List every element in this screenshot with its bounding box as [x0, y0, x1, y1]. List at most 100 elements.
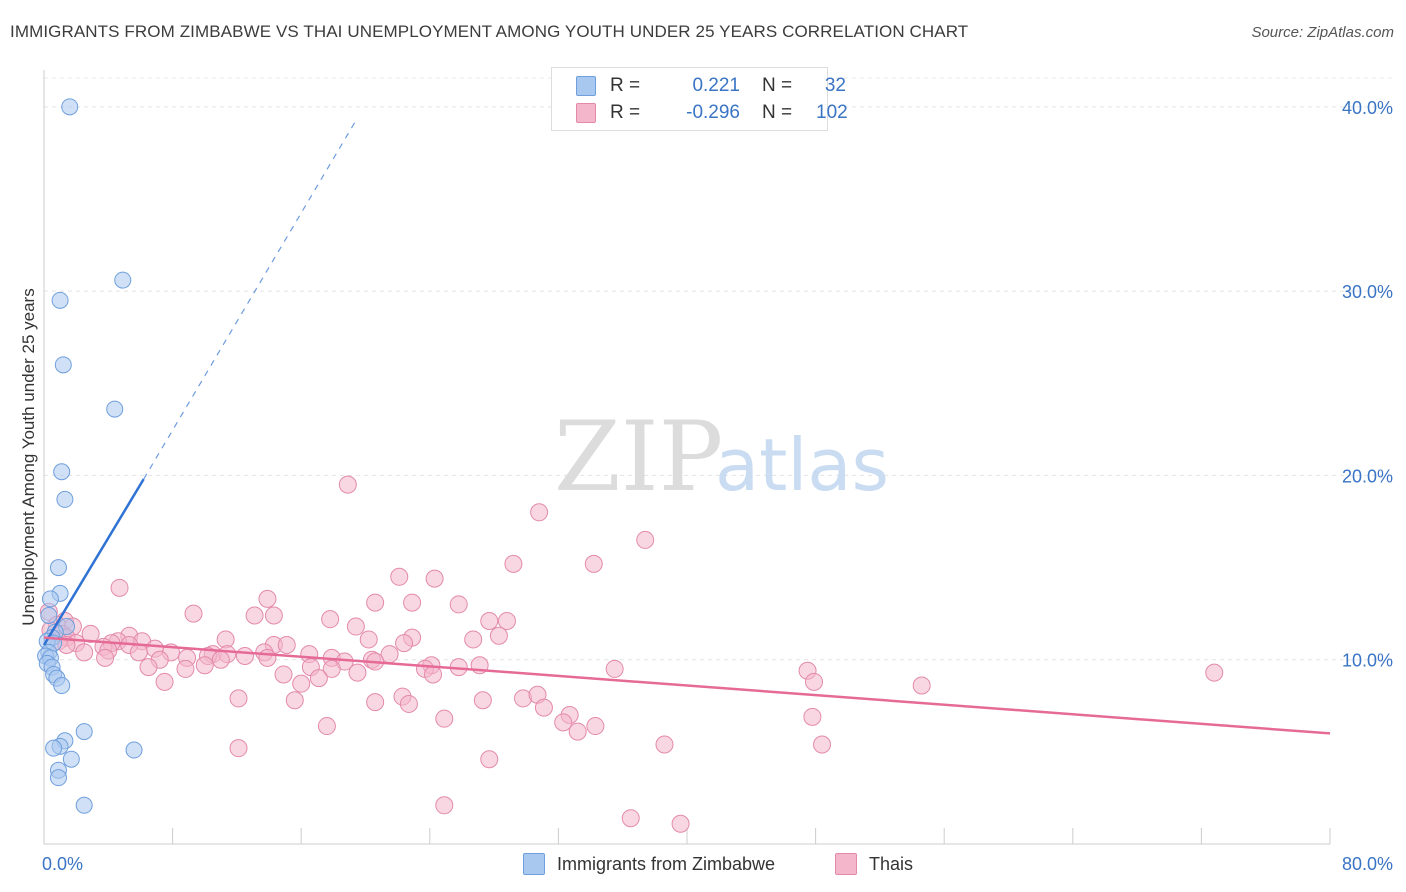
thai-point — [264, 606, 283, 625]
thai-point — [803, 707, 822, 726]
thai-point — [359, 630, 378, 649]
thai-point — [258, 589, 277, 608]
legend-r-label: R = — [610, 102, 641, 123]
thai-point — [322, 659, 341, 678]
axes — [43, 70, 1331, 845]
thai-point — [435, 796, 454, 815]
thai-point — [813, 735, 832, 754]
x-tick-label-min: 0.0% — [42, 854, 83, 874]
zimbabwe-point — [114, 271, 132, 289]
thai-point — [473, 691, 492, 710]
thai-point — [671, 814, 690, 833]
zimbabwe-point — [54, 356, 72, 374]
legend-row-zimbabwe: R = 0.221 N = 32 — [576, 74, 846, 98]
thai-point — [195, 656, 214, 675]
legend-swatch-thais — [576, 103, 596, 123]
y-tick-label: 30.0% — [1342, 282, 1393, 302]
bottom-legend-thais: Thais — [835, 851, 913, 877]
thai-point — [155, 672, 174, 691]
thai-point — [497, 612, 516, 631]
thai-point — [804, 672, 823, 691]
thai-point — [366, 693, 385, 712]
zimbabwe-point — [62, 750, 80, 768]
bottom-legend-swatch-zimbabwe — [523, 853, 545, 875]
bottom-legend-label-zimbabwe: Immigrants from Zimbabwe — [557, 853, 776, 874]
thai-point — [464, 630, 483, 649]
x-tick-label-max: 80.0% — [1342, 854, 1393, 874]
zimbabwe-point — [75, 796, 93, 814]
thai-point — [229, 739, 248, 758]
thai-point — [489, 626, 508, 645]
thai-point — [530, 503, 549, 522]
thai-point — [586, 717, 605, 736]
thai-point — [129, 643, 148, 662]
thai-point — [435, 709, 454, 728]
thai-point — [96, 648, 115, 667]
legend-r-value-thais: -0.296 — [686, 102, 740, 123]
thai-trend-line — [43, 636, 1331, 735]
thai-point — [274, 665, 293, 684]
thai-point — [449, 595, 468, 614]
zimbabwe-point — [41, 590, 59, 608]
thai-point — [912, 676, 931, 695]
zimbabwe-point — [75, 723, 93, 741]
thai-point — [235, 647, 254, 666]
thai-points — [39, 475, 1224, 833]
watermark: ZIP atlas — [554, 401, 889, 513]
y-tick-label: 10.0% — [1342, 651, 1393, 671]
thai-point — [605, 659, 624, 678]
tick-labels: 10.0% 20.0% 30.0% 40.0% 0.0% 80.0% — [42, 98, 1393, 874]
trend-lines — [42, 117, 1331, 735]
thai-point — [568, 722, 587, 741]
y-tick-label: 20.0% — [1342, 466, 1393, 486]
thai-point — [139, 658, 158, 677]
thai-point — [621, 809, 640, 828]
thai-point — [395, 634, 414, 653]
zimbabwe-point — [56, 490, 74, 508]
zimbabwe-point — [53, 677, 71, 695]
legend-swatch-zimbabwe — [576, 76, 596, 96]
thai-point — [317, 717, 336, 736]
bottom-legend-zimbabwe: Immigrants from Zimbabwe — [523, 851, 775, 877]
thai-point — [321, 610, 340, 629]
thai-point — [399, 694, 418, 713]
thai-point — [277, 635, 296, 654]
thai-point — [480, 750, 499, 769]
thai-point — [338, 475, 357, 494]
thai-point — [292, 674, 311, 693]
legend-n-label: N = — [762, 102, 793, 123]
zimbabwe-point — [40, 606, 58, 624]
thai-point — [81, 624, 100, 643]
legend-r-label: R = — [610, 75, 641, 96]
thai-point — [348, 663, 367, 682]
zimbabwe-point — [49, 769, 67, 787]
bottom-legend-label-thais: Thais — [869, 853, 914, 874]
thai-point — [346, 617, 365, 636]
y-tick-label: 40.0% — [1342, 98, 1393, 118]
thai-point — [184, 604, 203, 623]
thai-point — [211, 650, 230, 669]
thai-point — [584, 554, 603, 573]
legend-r-value-zimbabwe: 0.221 — [692, 75, 740, 96]
thai-point — [1205, 663, 1224, 682]
grid-lines — [44, 77, 1392, 661]
zimbabwe-point — [125, 741, 143, 759]
thai-point — [245, 606, 264, 625]
zimbabwe-point — [106, 400, 124, 418]
zimbabwe-trend-extension — [143, 117, 358, 480]
zimbabwe-point — [45, 739, 63, 757]
thai-point — [285, 691, 304, 710]
thai-point — [390, 567, 409, 586]
thai-point — [229, 689, 248, 708]
thai-point — [534, 698, 553, 717]
thai-point — [366, 593, 385, 612]
bottom-legend-swatch-thais — [835, 853, 857, 875]
legend-n-label: N = — [762, 75, 793, 96]
thai-point — [75, 643, 94, 662]
thai-point — [480, 612, 499, 631]
zimbabwe-point — [51, 291, 69, 309]
correlation-legend: R = 0.221 N = 32 R = -0.296 N = 102 — [551, 67, 848, 131]
thai-point — [110, 578, 129, 597]
thai-point — [258, 648, 277, 667]
zimbabwe-point — [61, 98, 79, 116]
